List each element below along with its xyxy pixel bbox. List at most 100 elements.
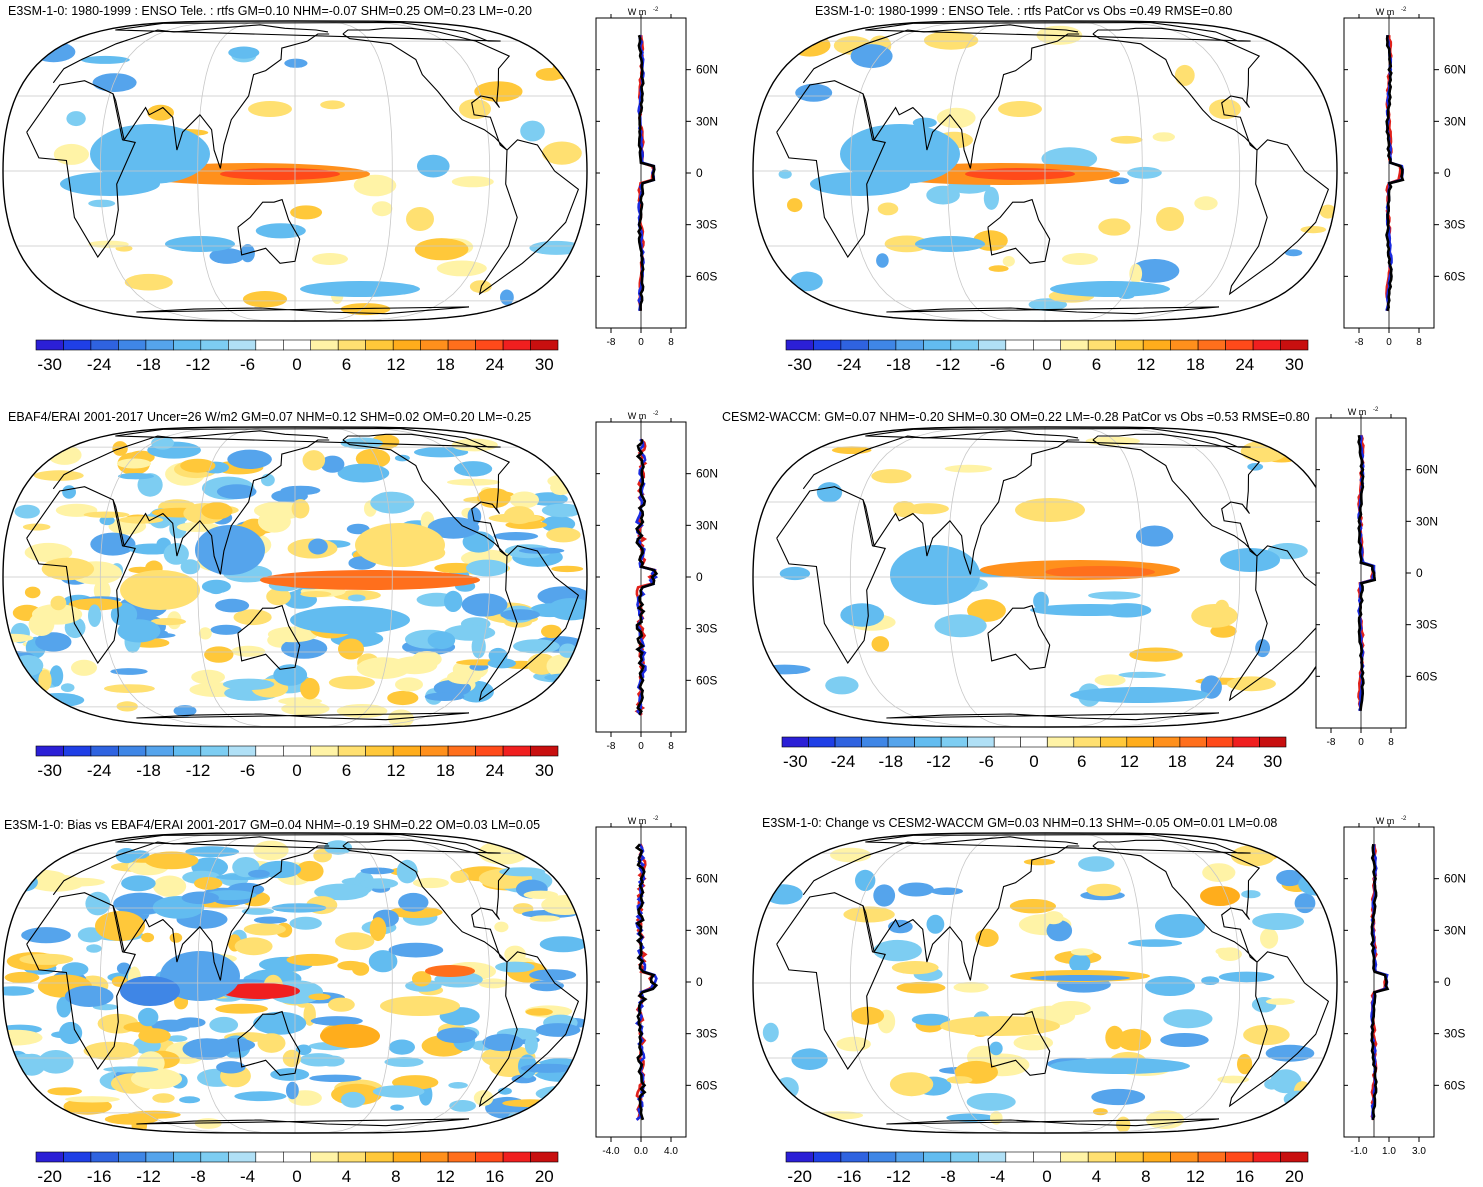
- map-border: [2, 832, 588, 1134]
- field-blob: [444, 624, 496, 641]
- graticule-lon: [99, 833, 296, 1133]
- colorbar-tick-label: 12: [436, 1167, 455, 1186]
- field-blob: [130, 850, 150, 859]
- field-blob: [220, 168, 340, 180]
- field-blob: [850, 44, 893, 69]
- field-blob: [53, 143, 89, 165]
- field-blob: [450, 870, 469, 883]
- zonal-ytick-label: 30S: [696, 622, 717, 636]
- colorbar-swatch: [392, 339, 422, 351]
- field-blob: [103, 1066, 159, 1073]
- colorbar-swatch: [530, 339, 559, 351]
- field-blob: [3, 878, 25, 891]
- field-blob: [412, 877, 449, 889]
- field-blob: [855, 869, 876, 891]
- colorbar-swatch: [530, 745, 559, 757]
- field-blob: [85, 891, 111, 916]
- coastline: [478, 545, 580, 702]
- graticule-lon: [197, 21, 296, 321]
- coastline: [865, 833, 1251, 854]
- field-blob: [88, 604, 102, 627]
- field-blob: [286, 1081, 299, 1100]
- field-blob: [227, 449, 272, 469]
- colorbar-tick-label: -30: [37, 355, 62, 374]
- field-blob: [14, 504, 40, 519]
- field-blob: [891, 961, 939, 975]
- field-blob: [95, 911, 145, 941]
- field-blob: [371, 201, 393, 217]
- colorbar-tick-label: -8: [191, 1167, 206, 1186]
- graticule-lon: [849, 427, 1046, 727]
- field-blob: [790, 271, 823, 292]
- field-blob: [253, 1011, 307, 1035]
- field-blob: [551, 565, 584, 573]
- field-blob: [201, 579, 231, 594]
- zonal-line-mean: [637, 34, 656, 311]
- field-blob: [38, 1050, 74, 1074]
- field-blob: [209, 1016, 239, 1033]
- field-blob: [1050, 1058, 1190, 1074]
- field-blob: [151, 1019, 191, 1032]
- field-blob: [1050, 281, 1170, 297]
- colorbar-swatch: [228, 1151, 257, 1163]
- field-blob: [1294, 893, 1316, 914]
- field-blob: [47, 445, 82, 465]
- colorbar-swatch: [1252, 1151, 1281, 1163]
- colorbar-swatch: [1060, 339, 1089, 351]
- field-blob: [80, 55, 130, 64]
- coastline: [478, 139, 580, 296]
- field-blob: [998, 101, 1042, 117]
- coastline: [237, 1010, 301, 1076]
- field-blob: [1220, 548, 1280, 572]
- zonal-line-mean: [635, 439, 659, 716]
- graticule-lon: [197, 833, 296, 1133]
- field-blob: [1270, 1069, 1302, 1094]
- zonal-ytick-label: 0: [696, 166, 703, 180]
- field-blob: [546, 654, 577, 678]
- field-blob: [35, 632, 72, 652]
- field-blob: [1265, 1044, 1315, 1062]
- field-blob: [542, 141, 582, 165]
- field-blob: [117, 619, 161, 643]
- colorbar-swatch: [993, 736, 1021, 748]
- colorbar-tick-label: -16: [87, 1167, 112, 1186]
- graticule-lon: [1044, 833, 1241, 1133]
- zonal-units: W m: [1376, 7, 1395, 17]
- field-layer: [753, 833, 1337, 1133]
- colorbar-swatch: [1170, 1151, 1199, 1163]
- field-blob: [967, 599, 1006, 622]
- panel-title: E3SM-1-0: Change vs CESM2-WACCM GM=0.03 …: [762, 816, 1278, 830]
- colorbar-tick-label: 12: [1136, 355, 1155, 374]
- colorbar-swatch: [337, 339, 367, 351]
- graticule-lon: [849, 833, 1046, 1133]
- zonal-xtick-label: 0: [1358, 737, 1364, 748]
- field-blob: [524, 1034, 538, 1055]
- panel-title: EBAF4/ERAI 2001-2017 Uncer=26 W/m2 GM=0.…: [8, 410, 532, 424]
- coastline: [987, 1010, 1051, 1076]
- field-blob: [1260, 928, 1279, 949]
- field-blob: [1109, 177, 1130, 185]
- coastline: [776, 80, 886, 259]
- field-blob: [1152, 132, 1175, 142]
- field-blob: [309, 1074, 362, 1082]
- field-blob: [312, 253, 348, 265]
- coastline: [1092, 27, 1261, 151]
- field-blob: [499, 867, 546, 877]
- field-blob: [448, 1082, 468, 1089]
- field-blob: [503, 506, 535, 525]
- field-blob: [1098, 218, 1131, 236]
- field-blob: [541, 624, 562, 639]
- field-blob: [290, 606, 410, 634]
- field-blob: [789, 33, 831, 57]
- field-blob: [1013, 1035, 1054, 1051]
- field-blob: [494, 921, 509, 933]
- field-blob: [814, 1111, 864, 1120]
- zonal-ytick-label: 60N: [1444, 872, 1466, 886]
- field-blob: [1023, 858, 1056, 866]
- coastline: [26, 486, 136, 665]
- field-blob: [1287, 31, 1337, 41]
- field-blob: [840, 603, 885, 627]
- colorbar-tick-label: -12: [186, 761, 211, 780]
- coastline: [862, 439, 1080, 575]
- zonal-ytick-label: 60S: [1416, 669, 1437, 683]
